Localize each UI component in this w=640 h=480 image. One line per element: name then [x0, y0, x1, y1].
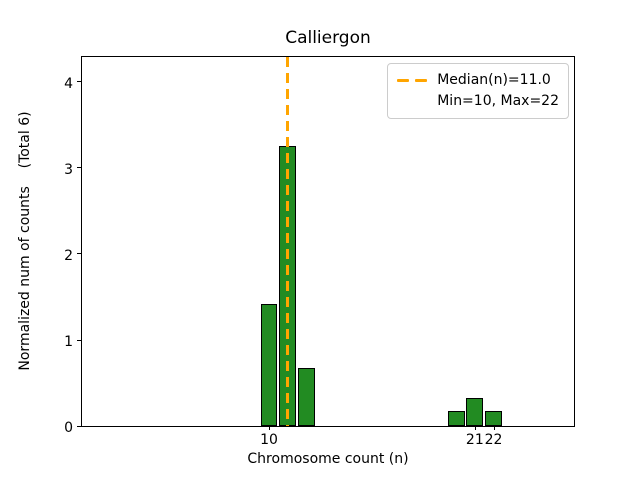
legend-swatch-spacer [397, 100, 427, 103]
y-tick-mark [77, 339, 81, 341]
legend-minmax-label: Min=10, Max=22 [437, 93, 559, 109]
legend-row-median: Median(n)=11.0 [397, 70, 559, 91]
y-tick-label: 2 [64, 247, 73, 264]
median-dashed-line-swatch [397, 79, 428, 82]
y-tick-mark [77, 167, 81, 169]
x-tick-label: 21 [465, 432, 484, 448]
x-axis-label: Chromosome count (n) [247, 451, 409, 467]
histogram-bar-n20 [447, 411, 465, 426]
y-tick-label: 4 [64, 75, 73, 92]
legend-row-minmax: Min=10, Max=22 [397, 91, 559, 112]
y-tick-mark [77, 81, 81, 83]
legend: Median(n)=11.0 Min=10, Max=22 [387, 63, 569, 119]
median-dashed-line [286, 57, 290, 426]
histogram-bar-n22 [485, 411, 502, 426]
x-tick-mark [269, 426, 271, 430]
histogram-bar-n21 [466, 397, 484, 426]
histogram-bar-n12 [298, 368, 315, 426]
chart-title: Calliergon [285, 28, 371, 48]
x-tick-mark [474, 426, 476, 430]
x-tick-label: 22 [484, 432, 503, 448]
legend-median-label: Median(n)=11.0 [437, 72, 551, 88]
y-tick-label: 1 [64, 334, 73, 350]
y-axis-label: Normalized num of counts (Total 6) [17, 111, 33, 371]
y-tick-mark [77, 253, 81, 255]
y-tick-mark [77, 425, 81, 427]
x-tick-label: 10 [260, 432, 278, 448]
plot-area: Median(n)=11.0 Min=10, Max=22 10 21 22 0 1 2 3… [64, 56, 575, 448]
histogram-bar-n10 [260, 303, 278, 426]
x-tick-mark [493, 426, 495, 430]
y-tick-label: 0 [64, 420, 73, 436]
y-tick-label: 3 [64, 161, 73, 178]
